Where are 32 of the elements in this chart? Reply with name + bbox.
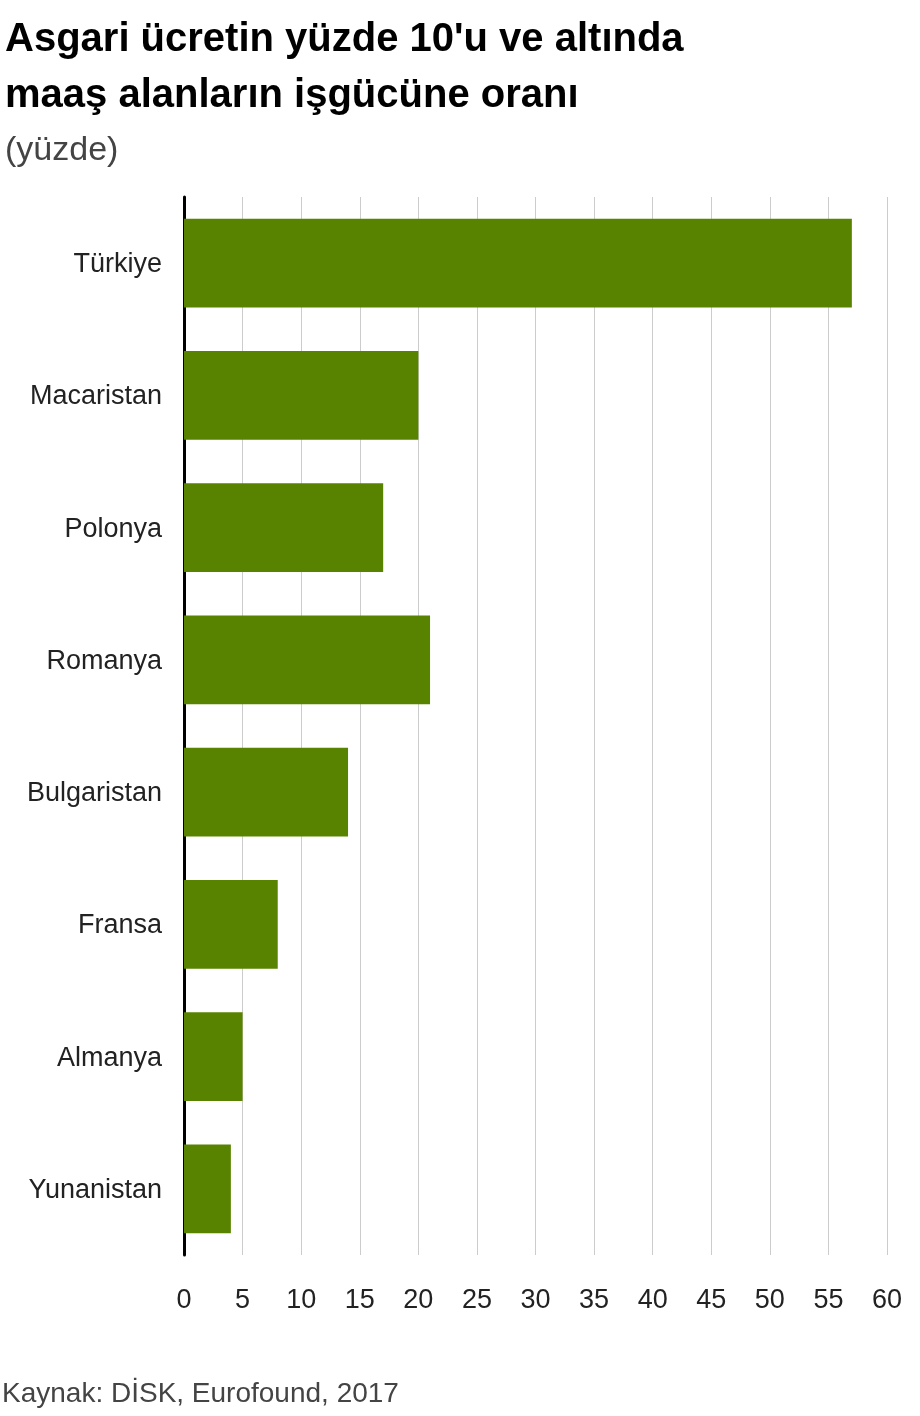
bar (184, 1012, 243, 1101)
x-tick-label: 50 (754, 1283, 785, 1314)
x-tick-label: 0 (176, 1283, 192, 1314)
bar (184, 351, 419, 440)
y-tick-label: Romanya (46, 644, 163, 675)
x-tick-label: 55 (813, 1283, 844, 1314)
x-tick-label: 25 (461, 1283, 492, 1314)
x-tick-label: 60 (871, 1283, 903, 1314)
bar (184, 880, 278, 969)
y-tick-label: Yunanistan (28, 1173, 162, 1204)
x-tick-label: 30 (520, 1283, 551, 1314)
bar (184, 747, 349, 837)
text: Kaynak: DİSK, Eurofound, 2017 (2, 1376, 399, 1408)
bar (184, 615, 431, 705)
y-tick-label: Bulgaristan (26, 777, 162, 808)
x-tick-label: 20 (403, 1283, 434, 1314)
chart-title: Asgari ücretin yüzde 10'u ve altında maaş alanların işgücüne oranı (5, 15, 695, 115)
x-tick-label: 5 (235, 1283, 251, 1314)
chart-subtitle: (yüzde) (5, 129, 119, 167)
x-tick-label: 15 (344, 1283, 375, 1314)
x-tick-label: 40 (637, 1283, 668, 1314)
x-tick-label: 10 (286, 1283, 317, 1314)
y-tick-label: Polonya (64, 512, 163, 543)
bar (184, 218, 852, 308)
x-tick-label: 45 (696, 1283, 727, 1314)
y-tick-label: Fransa (77, 909, 163, 940)
bar (184, 483, 384, 572)
x-tick-label: 35 (579, 1283, 610, 1314)
y-tick-label: Macaristan (29, 380, 162, 411)
y-tick-label: Almanya (56, 1041, 163, 1072)
bar (184, 1144, 231, 1234)
y-tick-label: Türkiye (73, 248, 162, 279)
